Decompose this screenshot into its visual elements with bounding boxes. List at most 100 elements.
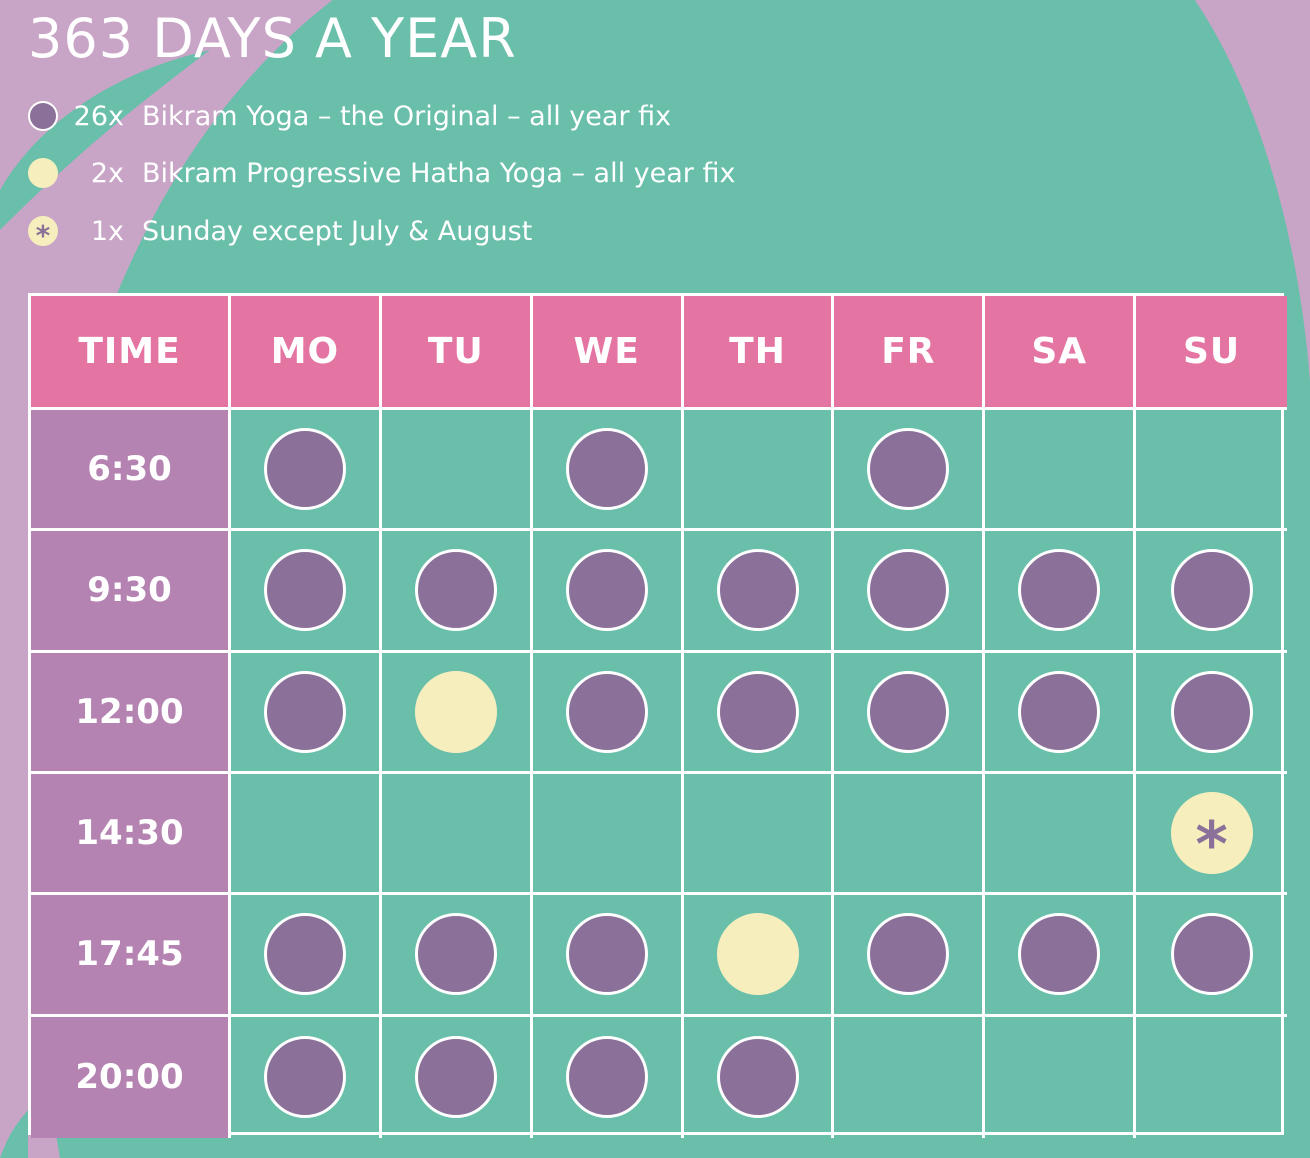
sunday-special-dot: * [1170, 792, 1253, 882]
schedule-cell [683, 652, 835, 774]
header-day-we: WE [532, 296, 684, 410]
bikram-original-dot [1170, 670, 1253, 753]
header-time: TIME [31, 296, 231, 410]
hatha-yoga-dot [716, 913, 799, 996]
schedule-cell [231, 773, 382, 896]
schedule-cell [381, 410, 533, 532]
time-slot: 20:00 [31, 1016, 231, 1138]
schedule-cell [834, 895, 986, 1017]
hatha-yoga-dot [414, 670, 497, 753]
schedule-cell [532, 895, 684, 1017]
bikram-original-dot [565, 1036, 648, 1119]
legend-label: Bikram Yoga – the Original – all year fi… [142, 100, 672, 132]
schedule-cell [834, 531, 986, 653]
bikram-original-dot [414, 913, 497, 996]
schedule-cell [985, 895, 1137, 1017]
bikram-original-dot [263, 1036, 346, 1119]
schedule-cell [231, 531, 382, 653]
bikram-original-dot [1018, 913, 1101, 996]
schedule-cell [532, 652, 684, 774]
schedule-cell [1136, 1017, 1287, 1138]
schedule-cell [532, 410, 684, 532]
bikram-original-dot [1170, 913, 1253, 996]
schedule-cell [834, 652, 986, 774]
legend-item-sunday: * 1x Sunday except July & August [28, 213, 533, 250]
schedule-cell [683, 773, 835, 896]
legend-count: 26x [73, 100, 124, 132]
schedule-cell [684, 1016, 835, 1138]
schedule-cell [532, 531, 684, 653]
schedule-cell [834, 773, 986, 896]
bikram-original-dot [867, 549, 950, 632]
time-slot: 17:45 [31, 895, 231, 1017]
schedule-cell: * [1136, 774, 1288, 896]
bikram-original-dot [1018, 549, 1101, 632]
header-day-th: TH [683, 296, 835, 410]
schedule-table: TIME MO TU WE TH FR SA SU 6:30 9:30 12:00 14:30 * 17:… [28, 293, 1288, 1138]
schedule-cell [231, 652, 382, 774]
asterisk-dot-icon: * [28, 216, 58, 250]
schedule-cell [1136, 531, 1288, 653]
legend-item-hatha: 2x Bikram Progressive Hatha Yoga – all y… [28, 155, 735, 191]
bikram-original-dot [716, 1036, 799, 1119]
bikram-original-dot [263, 670, 346, 753]
schedule-cell [231, 410, 382, 532]
cream-dot-icon [28, 158, 58, 188]
bikram-original-dot [716, 670, 799, 753]
bikram-original-dot [565, 428, 648, 511]
header-day-fr: FR [834, 296, 986, 410]
bikram-original-dot [263, 913, 346, 996]
schedule-cell [683, 410, 835, 532]
legend-label: Bikram Progressive Hatha Yoga – all year… [142, 157, 736, 189]
schedule-cell [231, 895, 382, 1017]
schedule-cell [683, 895, 835, 1017]
time-slot: 12:00 [31, 652, 231, 774]
page-title: 363 DAYS A YEAR [28, 7, 517, 70]
legend-item-original: 26x Bikram Yoga – the Original – all yea… [28, 98, 671, 134]
bikram-original-dot [565, 549, 648, 632]
bikram-original-dot [414, 549, 497, 632]
header-day-tu: TU [381, 296, 533, 410]
schedule-cell [985, 652, 1137, 774]
schedule-cell [1136, 653, 1288, 774]
time-slot: 9:30 [31, 531, 231, 653]
schedule-cell [834, 410, 986, 532]
schedule-cell [381, 773, 533, 896]
schedule-cell [382, 1016, 533, 1138]
bikram-original-dot [867, 670, 950, 753]
bikram-original-dot [414, 1036, 497, 1119]
schedule-cell [381, 895, 533, 1017]
schedule-cell [1136, 895, 1288, 1017]
schedule-cell [985, 531, 1137, 653]
bikram-original-dot [867, 913, 950, 996]
bikram-original-dot [263, 428, 346, 511]
schedule-cell [381, 652, 533, 774]
bikram-original-dot [716, 549, 799, 632]
schedule-cell [683, 531, 835, 653]
purple-dot-icon [28, 101, 58, 131]
schedule-cell [381, 531, 533, 653]
legend-count: 2x [90, 157, 124, 189]
time-slot: 14:30 [31, 773, 231, 896]
header-day-su: SU [1136, 296, 1288, 410]
schedule-cell [985, 410, 1137, 532]
time-slot: 6:30 [31, 410, 231, 532]
schedule-cell [834, 1016, 986, 1138]
header-day-mo: MO [231, 296, 382, 410]
bikram-original-dot [1170, 549, 1253, 632]
schedule-cell [532, 773, 684, 896]
schedule-cell [985, 773, 1137, 896]
header-day-sa: SA [985, 296, 1137, 410]
legend-label: Sunday except July & August [142, 215, 533, 247]
bikram-original-dot [1018, 670, 1101, 753]
asterisk-icon: * [1195, 808, 1228, 882]
schedule-cell [985, 1016, 1137, 1138]
bikram-original-dot [565, 913, 648, 996]
schedule-cell [533, 1016, 684, 1138]
bikram-original-dot [263, 549, 346, 632]
schedule-cell [231, 1016, 382, 1138]
bikram-original-dot [565, 670, 648, 753]
schedule-cell [1136, 410, 1288, 532]
bikram-original-dot [867, 428, 950, 511]
legend-count: 1x [90, 215, 124, 247]
